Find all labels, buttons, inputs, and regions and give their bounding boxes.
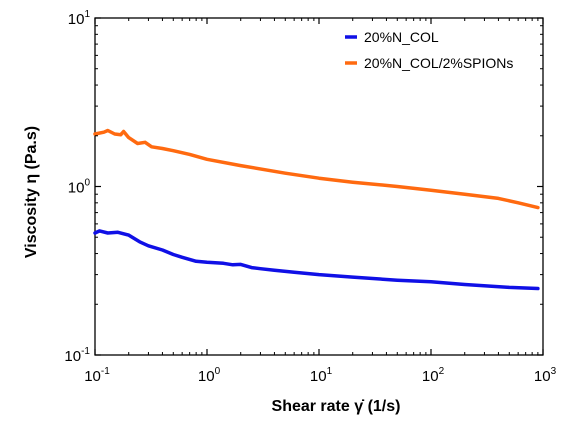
y-tick-label: 101 bbox=[68, 9, 91, 28]
x-tick-label: 102 bbox=[422, 366, 445, 385]
x-tick-label: 10-1 bbox=[84, 366, 110, 385]
x-tick-label: 103 bbox=[534, 366, 557, 385]
y-axis-label: Viscosity η (Pa.s) bbox=[23, 126, 40, 258]
x-tick-label: 100 bbox=[198, 366, 221, 385]
axis-ticks: 10-1 100 101 102 103 10-1 100 101 bbox=[64, 9, 556, 385]
series-line-1 bbox=[93, 229, 540, 291]
y-tick-label: 10-1 bbox=[64, 346, 90, 365]
legend-label-1: 20%N_COL bbox=[364, 29, 439, 45]
legend-label-2: 20%N_COL/2%SPIONs bbox=[364, 55, 513, 71]
x-tick-label: 101 bbox=[310, 366, 333, 385]
y-tick-label: 100 bbox=[68, 178, 91, 197]
series-line-2 bbox=[93, 128, 540, 210]
legend: 20%N_COL 20%N_COL/2%SPIONs bbox=[345, 29, 513, 71]
x-axis-label: Shear rate γ̇ (1/s) bbox=[272, 398, 401, 415]
series-lines bbox=[93, 128, 540, 291]
